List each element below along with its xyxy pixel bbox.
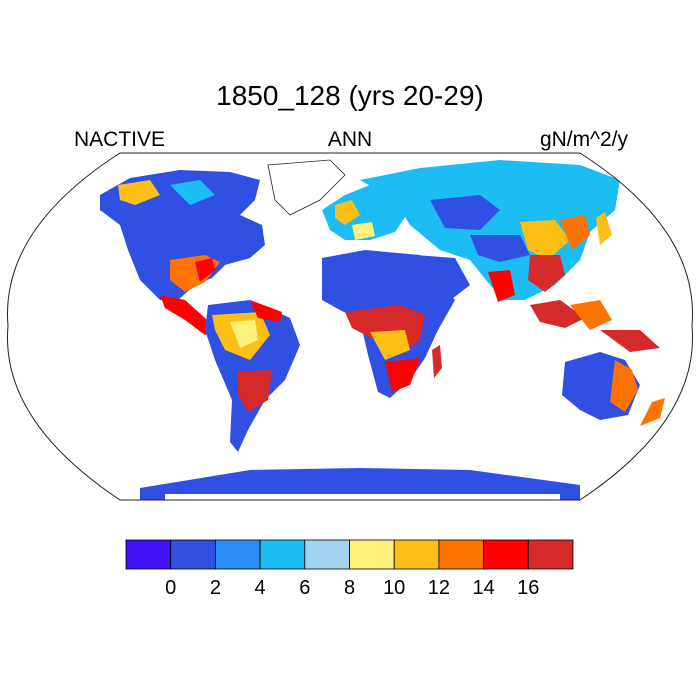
colorbar-swatch <box>438 539 484 570</box>
land-layer <box>100 159 665 500</box>
colorbar-tick-label: 6 <box>299 577 311 599</box>
colorbar-tick-label: 2 <box>209 577 221 599</box>
units-label: gN/m^2/y <box>539 128 628 151</box>
colorbar-swatch <box>527 539 574 570</box>
map-border <box>7 152 693 501</box>
colorbar-swatch <box>393 539 440 570</box>
colorbar-tick-label: 16 <box>517 577 540 599</box>
colorbar-swatch <box>125 539 172 570</box>
colorbar-tick-label: 0 <box>165 577 177 599</box>
colorbar-swatch <box>214 539 261 570</box>
colorbar-swatch <box>259 539 306 570</box>
colorbar <box>125 539 574 570</box>
colorbar-tick-label: 12 <box>427 577 451 599</box>
colorbar-tick-label: 4 <box>254 577 266 599</box>
map-title: 1850_128 (yrs 20-29) <box>216 80 484 111</box>
colorbar-swatch <box>349 539 395 570</box>
colorbar-swatch <box>170 539 216 570</box>
colorbar-swatch <box>483 539 529 570</box>
variable-label: NACTIVE <box>74 128 166 151</box>
colorbar-tick-label: 14 <box>472 577 495 599</box>
antarctica <box>140 468 580 500</box>
europe <box>322 185 410 240</box>
colorbar-tick-label: 10 <box>383 577 406 599</box>
colorbar-swatch <box>304 539 350 570</box>
season-label: ANN <box>327 128 373 151</box>
colorbar-tick-label: 8 <box>343 577 356 599</box>
